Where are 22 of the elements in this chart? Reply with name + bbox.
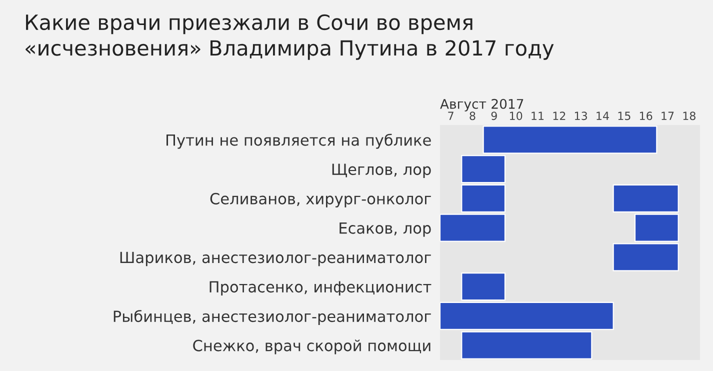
x-tick-label: 12 bbox=[553, 112, 566, 120]
x-tick-label: 16 bbox=[640, 112, 652, 120]
y-tick-label: Щеглов, лор bbox=[332, 164, 431, 178]
x-axis-title: Август 2017 bbox=[440, 98, 524, 112]
x-tick-label: 9 bbox=[491, 112, 497, 120]
y-tick-label: Селиванов, хирург-онколог bbox=[210, 192, 431, 208]
x-tick-label: 10 bbox=[510, 112, 522, 120]
x-tick-label: 7 bbox=[448, 112, 454, 120]
x-tick-label: 18 bbox=[683, 112, 696, 120]
y-tick-label: Есаков, лор bbox=[340, 222, 431, 237]
y-tick-label: Снежко, врач скорой помощи bbox=[193, 340, 430, 354]
y-tick-label: Рыбинцев, анестезиолог-реаниматолог bbox=[114, 310, 431, 326]
chart-title: Какие врачи приезжали в Сочи во время «исчезновения» Владимира Путина в 2017 году bbox=[26, 14, 554, 60]
x-tick-label: 8 bbox=[470, 112, 476, 120]
y-tick-label: Протасенко, инфекционист bbox=[210, 281, 432, 296]
x-tick-label: 17 bbox=[662, 112, 674, 120]
y-tick-label: Путин не появляется на публике bbox=[166, 134, 431, 149]
x-tick-label: 11 bbox=[532, 112, 544, 120]
x-tick-label: 15 bbox=[618, 112, 630, 120]
x-tick-label: 14 bbox=[596, 112, 609, 120]
y-tick-label: Шариков, анестезиолог-реаниматолог bbox=[120, 252, 431, 266]
x-tick-label: 13 bbox=[574, 112, 588, 120]
